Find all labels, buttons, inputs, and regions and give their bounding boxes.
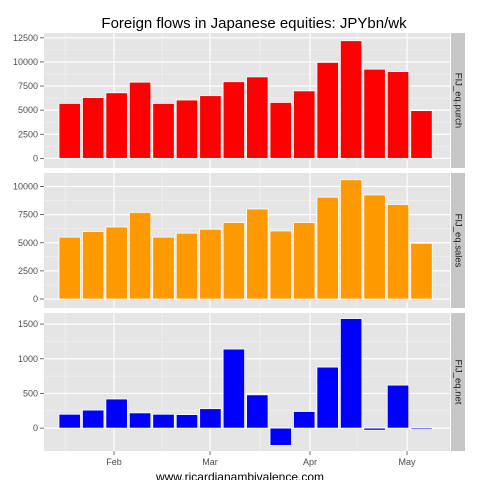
bar	[199, 228, 222, 300]
bar	[293, 411, 316, 429]
bar	[269, 102, 292, 159]
y-tick-label: 7500	[18, 210, 38, 220]
bar	[82, 97, 105, 159]
y-tick-label: 0	[33, 294, 38, 304]
bar	[363, 194, 386, 300]
facet-strip-label: FIJ_eq.net	[452, 360, 463, 405]
bar	[58, 413, 81, 429]
bar	[339, 40, 363, 159]
y-tick-label: 500	[23, 388, 38, 398]
bar	[386, 384, 410, 429]
bar	[199, 408, 222, 429]
bar	[293, 222, 316, 300]
x-tick-label: Apr	[303, 457, 317, 467]
y-tick-label: 1000	[18, 354, 38, 364]
bar	[339, 179, 363, 300]
bar	[269, 427, 292, 446]
bar	[293, 90, 316, 159]
y-tick-label: 2500	[18, 129, 38, 139]
bar	[105, 398, 128, 429]
facet-strip	[451, 173, 465, 308]
bar	[410, 242, 433, 300]
bar	[82, 409, 105, 429]
bar	[175, 414, 199, 429]
bar	[128, 211, 152, 300]
bar	[246, 208, 269, 300]
facet-strip-label: FIJ_eq.sales	[452, 214, 463, 268]
bar	[175, 232, 199, 300]
bar	[386, 204, 410, 300]
y-tick-label: 1500	[18, 319, 38, 329]
x-tick-label: May	[398, 457, 416, 467]
x-tick-label: Feb	[106, 457, 122, 467]
y-tick-label: 5000	[18, 105, 38, 115]
bar	[58, 236, 81, 300]
bar	[105, 226, 128, 300]
bar	[316, 62, 339, 159]
bar	[339, 318, 363, 429]
facet-strip-label: FIJ_eq.purch	[452, 73, 463, 128]
bar	[128, 412, 152, 429]
y-tick-label: 2500	[18, 266, 38, 276]
bar	[175, 99, 199, 159]
y-tick-label: 7500	[18, 81, 38, 91]
panel-background	[44, 313, 450, 451]
bar	[58, 102, 81, 159]
bar	[199, 95, 222, 159]
bar	[269, 230, 292, 300]
facet-strip	[451, 33, 465, 168]
bar	[152, 413, 175, 429]
bar	[316, 196, 339, 300]
bar	[222, 81, 246, 159]
bar	[222, 222, 246, 300]
chart-title: Foreign flows in Japanese equities: JPYb…	[101, 15, 407, 32]
bar	[152, 102, 175, 159]
source-caption: www.ricardianambivalence.com	[155, 470, 324, 480]
bar	[363, 427, 386, 431]
facet-strip	[451, 313, 465, 451]
x-tick-label: Mar	[202, 457, 218, 467]
bar	[246, 76, 269, 159]
x-axis: Feb Mar Apr May	[106, 451, 416, 467]
facet-panel: 0 500 1000 1500 FIJ_eq.net	[18, 313, 465, 451]
bar	[105, 92, 128, 159]
bar	[386, 71, 410, 159]
bar	[128, 81, 152, 159]
y-tick-label: 0	[33, 153, 38, 163]
bar	[82, 231, 105, 300]
facet-panel: 0 2500 5000 7500 10000 12500 FIJ_eq.purch	[13, 33, 465, 168]
facet-panel: 0 2500 5000 7500 10000 FIJ_eq.sales	[13, 173, 465, 308]
y-tick-label: 0	[33, 423, 38, 433]
y-tick-label: 5000	[18, 238, 38, 248]
bar	[410, 427, 433, 430]
y-tick-label: 10000	[13, 182, 38, 192]
y-tick-label: 10000	[13, 57, 38, 67]
bar	[246, 394, 269, 429]
y-tick-label: 12500	[13, 33, 38, 43]
bar	[222, 348, 246, 429]
facet-panels: 02500500075001000012500FIJ_eq.purch02500…	[13, 33, 465, 451]
bar	[410, 110, 433, 159]
bar	[363, 68, 386, 159]
bar	[152, 236, 175, 300]
bar	[316, 366, 339, 429]
